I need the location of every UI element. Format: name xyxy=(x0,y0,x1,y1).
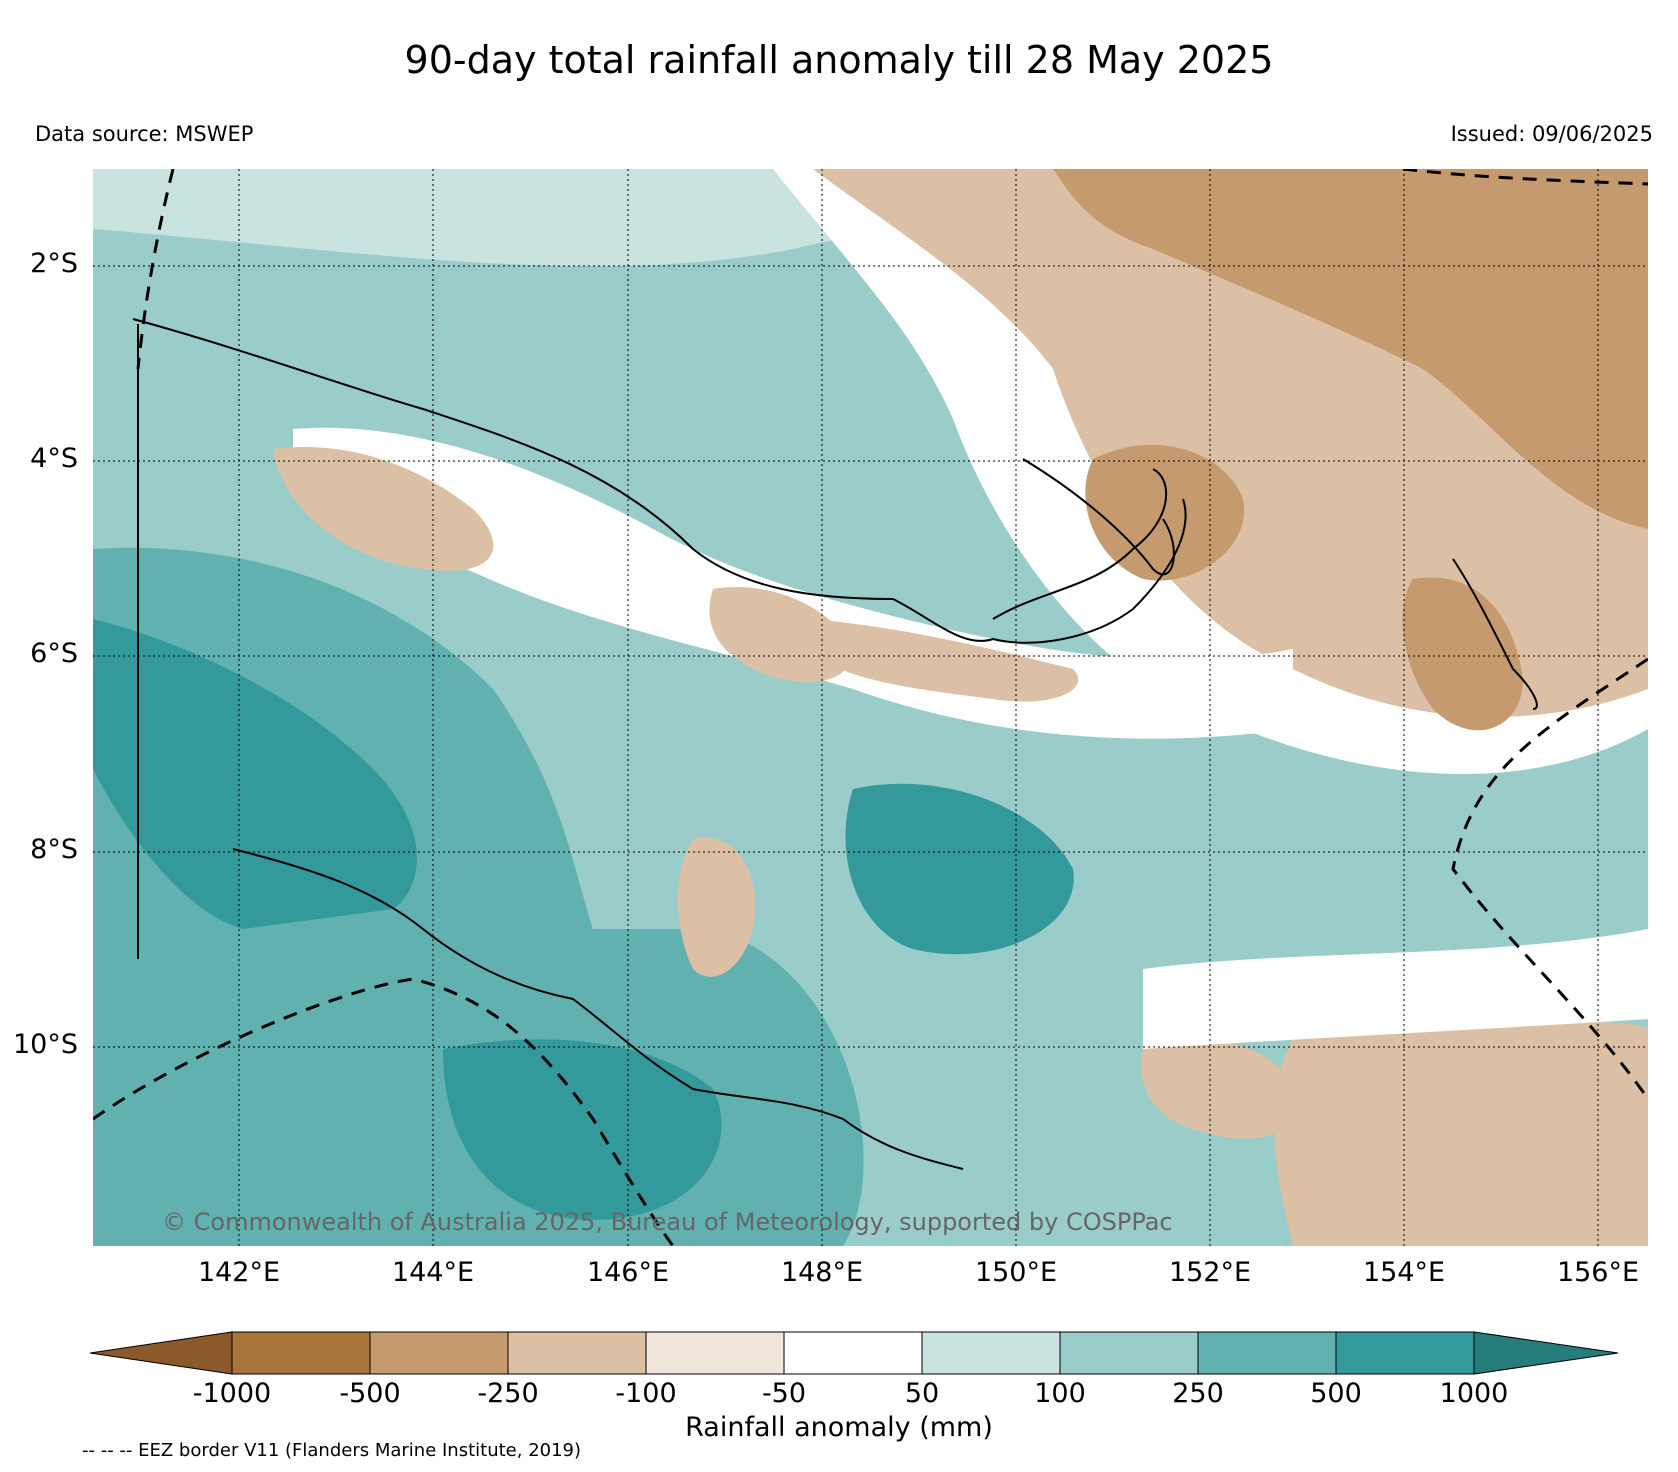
new-ireland-coastline xyxy=(1022,458,1175,576)
drier-bougainville xyxy=(1402,577,1523,731)
eez-note: -- -- -- EEZ border V11 (Flanders Marine… xyxy=(82,1440,582,1461)
dry-highlands xyxy=(273,447,494,571)
copyright-text: © Commonwealth of Australia 2025, Bureau… xyxy=(162,1208,1173,1236)
colorbar-label: Rainfall anomaly (mm) xyxy=(685,1412,993,1443)
very-wet-south xyxy=(443,1039,722,1220)
colorbar-tick: 1000 xyxy=(1439,1378,1509,1409)
eez-border-ne xyxy=(1402,169,1648,186)
eez-border-south xyxy=(93,977,675,1246)
drier-ne xyxy=(1053,169,1648,529)
colorbar-extend-high xyxy=(1473,1331,1619,1375)
lon-label-144e: 144°E xyxy=(391,1257,475,1288)
lat-label-8s: 8°S xyxy=(30,834,78,865)
eez-border-west xyxy=(136,169,175,370)
colorbar-segment xyxy=(1059,1331,1199,1375)
issued-date: Issued: 09/06/2025 xyxy=(1450,122,1653,146)
png-north-coastline xyxy=(132,318,1187,644)
colorbar-segment xyxy=(507,1331,647,1375)
colorbar-segment xyxy=(921,1331,1061,1375)
colorbar-tick: -100 xyxy=(615,1378,677,1409)
dry-oro xyxy=(678,837,755,977)
drier-new-britain xyxy=(1085,444,1245,581)
map-title: 90-day total rainfall anomaly till 28 Ma… xyxy=(404,38,1274,82)
colorbar-tick: -1000 xyxy=(192,1378,272,1409)
colorbar-tick: 500 xyxy=(1310,1378,1362,1409)
lon-label-156e: 156°E xyxy=(1556,1257,1640,1288)
colorbar-segment xyxy=(1335,1331,1475,1375)
colorbar-tick: -250 xyxy=(477,1378,539,1409)
colorbar-segment xyxy=(369,1331,509,1375)
colorbar-tick: 250 xyxy=(1172,1378,1224,1409)
bougainville-coastline xyxy=(1452,558,1538,710)
colorbar-segment xyxy=(783,1331,923,1375)
lon-label-150e: 150°E xyxy=(974,1257,1058,1288)
colorbar-tick: 50 xyxy=(904,1378,940,1409)
rainfall-anomaly-map xyxy=(93,169,1648,1246)
colorbar-segment xyxy=(645,1331,785,1375)
very-wet-central xyxy=(845,783,1074,955)
colorbar-tick: 100 xyxy=(1034,1378,1086,1409)
dry-strip xyxy=(813,619,1079,702)
new-britain-coastline xyxy=(992,468,1167,620)
dry-se-corner xyxy=(1274,1019,1648,1246)
lon-label-154e: 154°E xyxy=(1362,1257,1446,1288)
neutral-se-band xyxy=(1143,929,1648,1049)
lat-label-6s: 6°S xyxy=(30,638,78,669)
lat-label-10s: 10°S xyxy=(13,1029,78,1060)
data-source: Data source: MSWEP xyxy=(35,122,254,146)
neutral-mid-band xyxy=(293,427,1293,739)
lon-label-146e: 146°E xyxy=(586,1257,670,1288)
colorbar xyxy=(90,1331,1619,1375)
colorbar-extend-low xyxy=(90,1331,233,1375)
dry-morobe xyxy=(709,587,853,683)
eez-border-east xyxy=(1451,657,1648,1100)
lon-label-152e: 152°E xyxy=(1168,1257,1252,1288)
colorbar-tick: -50 xyxy=(761,1378,807,1409)
colorbar-tick: -500 xyxy=(339,1378,401,1409)
lat-label-2s: 2°S xyxy=(30,248,78,279)
png-south-coastline xyxy=(232,848,964,1170)
dry-se-islands xyxy=(1140,1039,1295,1139)
colorbar-segment xyxy=(231,1331,371,1375)
lon-label-148e: 148°E xyxy=(780,1257,864,1288)
colorbar-segment xyxy=(1197,1331,1337,1375)
graticule xyxy=(93,169,1648,1246)
lon-label-142e: 142°E xyxy=(197,1257,281,1288)
lat-label-4s: 4°S xyxy=(30,443,78,474)
